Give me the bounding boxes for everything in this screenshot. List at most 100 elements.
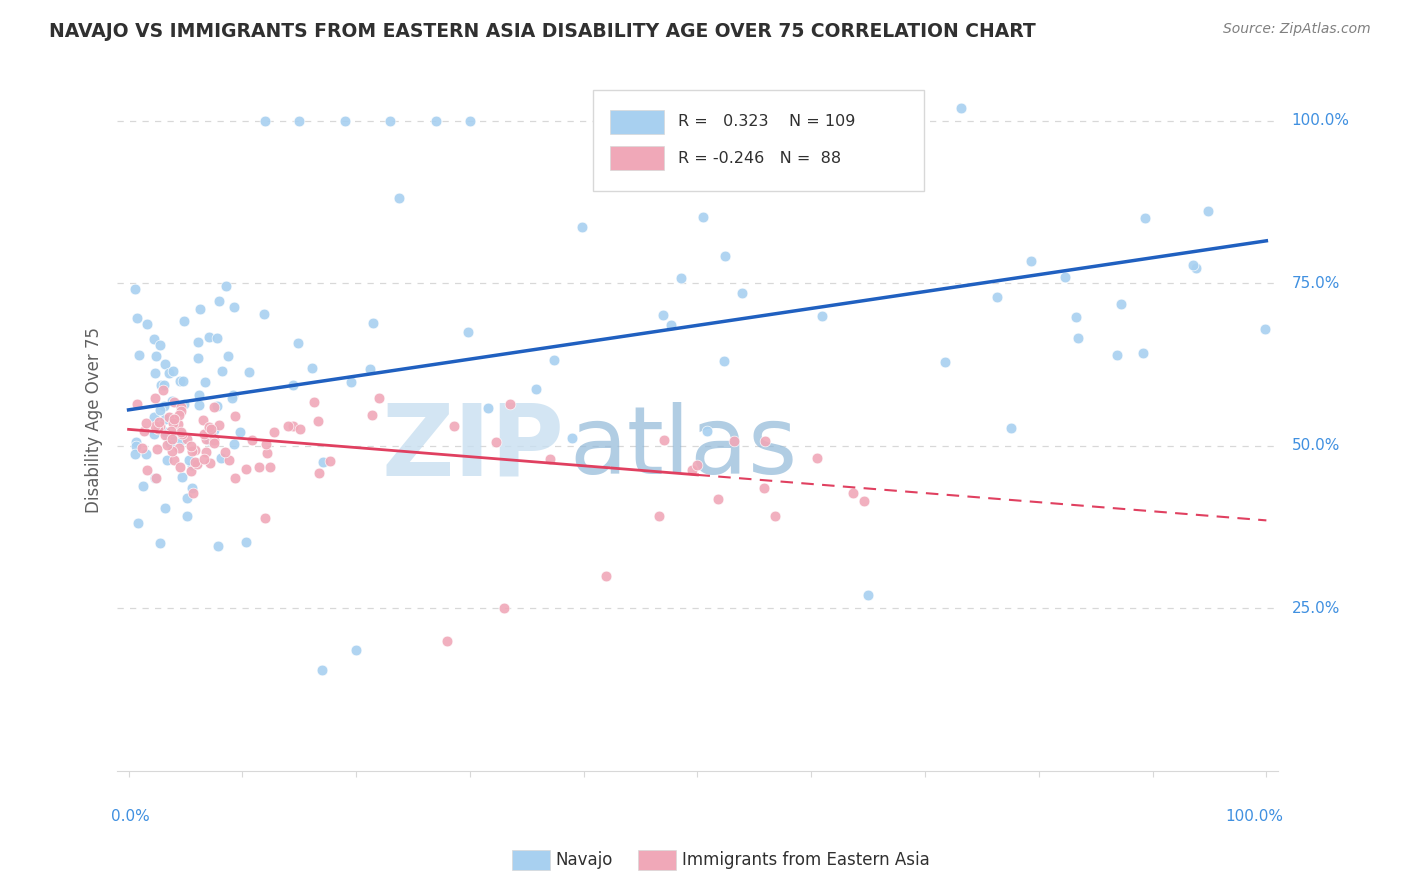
Point	[136, 317, 159, 331]
Point	[681, 462, 703, 476]
Point	[184, 443, 207, 458]
Point	[187, 351, 209, 365]
Point	[156, 427, 179, 442]
Point	[1132, 346, 1154, 360]
Point	[1254, 321, 1277, 335]
Point	[218, 453, 240, 467]
Point	[208, 417, 231, 432]
Point	[1107, 348, 1129, 362]
Point	[180, 444, 202, 458]
Point	[731, 286, 754, 301]
Point	[194, 375, 217, 389]
Point	[167, 417, 190, 431]
Point	[181, 481, 204, 495]
Point	[1109, 297, 1132, 311]
Point	[652, 434, 675, 448]
Point	[659, 318, 682, 332]
Point	[949, 101, 972, 115]
Point	[240, 434, 263, 448]
Point	[152, 383, 174, 397]
Point	[200, 422, 222, 436]
Point	[162, 432, 184, 446]
Point	[277, 418, 299, 433]
Point	[224, 471, 246, 485]
Point	[259, 460, 281, 475]
Point	[163, 452, 186, 467]
Point	[167, 408, 190, 422]
Point	[249, 459, 271, 474]
Point	[180, 464, 202, 478]
Point	[145, 350, 167, 364]
Point	[287, 336, 309, 351]
Point	[671, 270, 693, 285]
Point	[176, 491, 198, 506]
Point	[763, 508, 786, 523]
Point	[157, 366, 180, 380]
Point	[190, 301, 212, 316]
Point	[162, 428, 184, 442]
Point	[159, 435, 181, 450]
Point	[145, 470, 167, 484]
Point	[361, 408, 384, 422]
Point	[194, 445, 217, 459]
Point	[135, 462, 157, 476]
Point	[128, 348, 150, 362]
Text: ZIP: ZIP	[381, 400, 564, 496]
Point	[187, 398, 209, 412]
Point	[193, 427, 215, 442]
Point	[458, 113, 481, 128]
Point	[311, 663, 333, 677]
Point	[197, 434, 219, 448]
Point	[143, 410, 166, 425]
Text: 25.0%: 25.0%	[1292, 600, 1340, 615]
Point	[308, 467, 330, 481]
Point	[149, 337, 172, 351]
Point	[723, 434, 745, 449]
Point	[153, 357, 176, 371]
Point	[181, 458, 204, 472]
Point	[152, 377, 174, 392]
Point	[153, 425, 176, 439]
Point	[842, 486, 865, 500]
Point	[543, 352, 565, 367]
Point	[425, 113, 447, 128]
Point	[148, 415, 170, 429]
Point	[1054, 270, 1077, 285]
Point	[170, 425, 193, 439]
Point	[301, 361, 323, 376]
Point	[571, 219, 593, 234]
Point	[214, 445, 236, 459]
Text: 50.0%: 50.0%	[1292, 438, 1340, 453]
Point	[134, 424, 156, 438]
Point	[143, 332, 166, 346]
Point	[692, 210, 714, 224]
Point	[561, 431, 583, 445]
Point	[202, 436, 225, 450]
Point	[173, 396, 195, 410]
Point	[186, 458, 208, 472]
Point	[143, 367, 166, 381]
Text: Source: ZipAtlas.com: Source: ZipAtlas.com	[1223, 22, 1371, 37]
Point	[143, 391, 166, 405]
Point	[172, 374, 194, 388]
Point	[222, 388, 245, 402]
Point	[153, 399, 176, 413]
Point	[197, 424, 219, 438]
Point	[200, 426, 222, 441]
Point	[205, 400, 228, 414]
Text: 75.0%: 75.0%	[1292, 276, 1340, 291]
Point	[853, 493, 876, 508]
Point	[281, 377, 304, 392]
Point	[333, 113, 356, 128]
Point	[1181, 258, 1204, 272]
Point	[143, 426, 166, 441]
Point	[159, 425, 181, 439]
Text: R = -0.246   N =  88: R = -0.246 N = 88	[678, 151, 841, 166]
Point	[256, 445, 278, 459]
Point	[169, 459, 191, 474]
Point	[143, 470, 166, 484]
Point	[254, 511, 277, 525]
Point	[148, 422, 170, 436]
Point	[195, 432, 218, 446]
Point	[307, 414, 329, 428]
